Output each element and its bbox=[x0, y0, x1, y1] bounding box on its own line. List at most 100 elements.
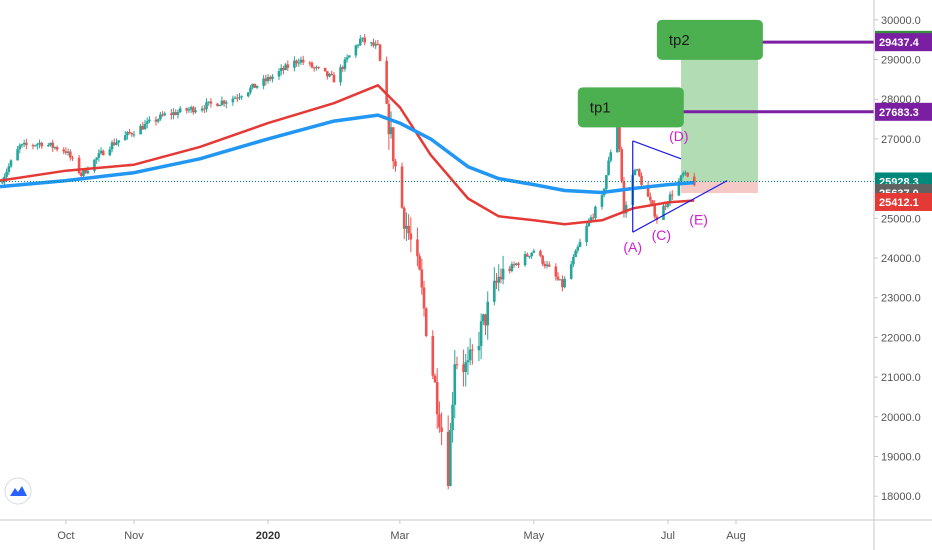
svg-text:tp1: tp1 bbox=[590, 99, 611, 116]
candle bbox=[451, 392, 454, 443]
candle bbox=[209, 98, 213, 108]
target-callout[interactable]: tp2 bbox=[656, 19, 763, 60]
candle bbox=[356, 43, 360, 49]
candle bbox=[18, 143, 22, 154]
candle bbox=[5, 168, 8, 181]
candle bbox=[187, 106, 191, 113]
y-tick-label: 18000.0 bbox=[881, 491, 921, 503]
candle bbox=[391, 126, 395, 170]
triangle-upper-trendline[interactable] bbox=[632, 140, 682, 160]
candle bbox=[624, 201, 628, 218]
candle bbox=[185, 107, 189, 114]
y-tick-label: 24000.0 bbox=[881, 253, 921, 265]
candle bbox=[510, 261, 514, 273]
candle bbox=[271, 74, 274, 83]
candle bbox=[464, 353, 468, 387]
candle bbox=[525, 252, 529, 258]
candle bbox=[253, 83, 257, 88]
candle bbox=[508, 265, 511, 274]
candle bbox=[556, 272, 560, 282]
candle bbox=[466, 346, 470, 375]
candle bbox=[220, 96, 224, 106]
candle bbox=[594, 205, 597, 222]
candle bbox=[649, 192, 652, 204]
candle bbox=[53, 146, 57, 150]
candle bbox=[246, 92, 250, 98]
candle bbox=[33, 144, 37, 147]
candle bbox=[264, 74, 268, 86]
price-tag: 27683.3 bbox=[875, 102, 932, 121]
candle bbox=[635, 168, 639, 172]
candle bbox=[517, 261, 520, 268]
candle bbox=[453, 349, 457, 419]
candle bbox=[512, 261, 516, 268]
candle bbox=[545, 261, 549, 269]
candle bbox=[646, 181, 650, 197]
candle bbox=[62, 147, 66, 155]
candle bbox=[101, 149, 105, 156]
candle bbox=[108, 146, 112, 157]
candle bbox=[653, 200, 656, 219]
candle bbox=[95, 157, 98, 164]
candle bbox=[541, 254, 544, 266]
candle bbox=[71, 155, 74, 161]
candle bbox=[547, 261, 551, 268]
candle bbox=[609, 149, 613, 163]
candle bbox=[301, 55, 305, 66]
candle bbox=[231, 95, 235, 106]
wave-label: (E) bbox=[689, 211, 708, 227]
y-tick-label: 21000.0 bbox=[881, 372, 921, 384]
candle bbox=[385, 56, 388, 105]
cloud-icon bbox=[10, 486, 27, 496]
candle bbox=[438, 401, 441, 433]
candle bbox=[446, 415, 450, 490]
candle bbox=[77, 155, 81, 175]
x-tick-label: Mar bbox=[390, 530, 409, 542]
candle bbox=[20, 143, 24, 148]
candle bbox=[268, 75, 272, 82]
x-tick-label: Aug bbox=[726, 530, 746, 542]
tradingview-logo[interactable] bbox=[4, 477, 32, 505]
candle bbox=[279, 64, 283, 76]
candle bbox=[409, 217, 413, 253]
candle bbox=[378, 43, 382, 62]
moving-average-line bbox=[0, 84, 695, 226]
candle bbox=[112, 138, 116, 146]
candle bbox=[662, 202, 665, 221]
y-tick-label: 25000.0 bbox=[881, 213, 921, 225]
candle bbox=[359, 35, 362, 46]
candle bbox=[449, 422, 452, 487]
candle bbox=[22, 139, 26, 148]
candle bbox=[161, 111, 164, 117]
candle bbox=[148, 116, 151, 124]
target-callout[interactable]: tp1 bbox=[577, 87, 684, 128]
candle bbox=[141, 121, 145, 130]
candle bbox=[132, 130, 136, 138]
candle bbox=[139, 123, 142, 135]
candle bbox=[530, 252, 533, 260]
triangle-lower-trendline[interactable] bbox=[632, 180, 728, 233]
candle bbox=[677, 177, 681, 197]
candle bbox=[332, 71, 336, 83]
candle bbox=[238, 92, 241, 101]
candle bbox=[163, 111, 167, 117]
candle bbox=[200, 105, 204, 113]
candle bbox=[495, 273, 498, 290]
candle bbox=[501, 255, 505, 285]
candle bbox=[117, 140, 120, 147]
candle bbox=[328, 73, 331, 78]
wave-label: (D) bbox=[669, 128, 688, 144]
y-tick-label: 29000.0 bbox=[881, 55, 921, 67]
candle bbox=[420, 258, 424, 295]
candle bbox=[543, 261, 547, 269]
candle bbox=[47, 143, 50, 148]
candle bbox=[249, 85, 252, 95]
candle bbox=[130, 132, 134, 137]
candle bbox=[222, 99, 226, 107]
loss-zone bbox=[681, 181, 758, 194]
wave-label: (C) bbox=[652, 227, 671, 243]
candle bbox=[389, 111, 393, 139]
candle bbox=[308, 61, 312, 67]
svg-text:27683.3: 27683.3 bbox=[879, 107, 919, 119]
